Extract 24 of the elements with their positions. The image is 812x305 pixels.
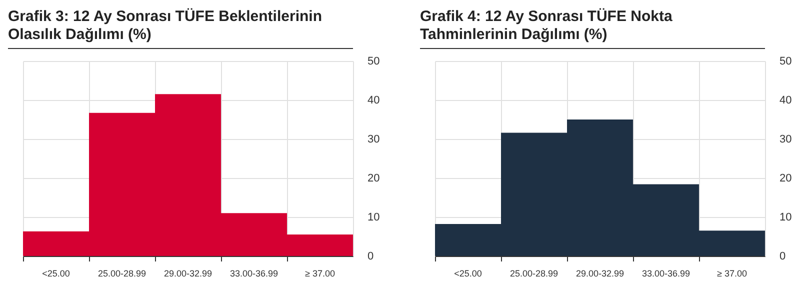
x-tick-label: <25.00 xyxy=(454,268,482,278)
x-tick-label: 33.00-36.99 xyxy=(642,268,690,278)
y-tick-label: 20 xyxy=(368,172,380,184)
x-tick-label: 25.00-28.99 xyxy=(510,268,558,278)
x-tick-label: 25.00-28.99 xyxy=(98,268,146,278)
y-tick-label: 50 xyxy=(368,56,380,68)
y-tick-label: 30 xyxy=(780,134,792,146)
y-tick-label: 40 xyxy=(780,94,792,106)
x-tick-label: 29.00-32.99 xyxy=(164,268,212,278)
chart-title: Grafik 4: 12 Ay Sonrası TÜFE Nokta Tahminlerinin Dağılımı (%) xyxy=(420,8,765,49)
x-tick-label: ≥ 37.00 xyxy=(717,268,747,278)
y-tick-label: 10 xyxy=(780,212,792,224)
x-tick-label: 33.00-36.99 xyxy=(230,268,278,278)
y-tick-label: 50 xyxy=(780,56,792,68)
x-tick-label: 29.00-32.99 xyxy=(576,268,624,278)
x-tick-label: <25.00 xyxy=(42,268,70,278)
y-tick-label: 30 xyxy=(368,134,380,146)
y-tick-label: 40 xyxy=(368,94,380,106)
y-tick-label: 20 xyxy=(780,172,792,184)
y-tick-label: 0 xyxy=(780,250,786,262)
y-tick-label: 0 xyxy=(368,250,374,262)
chart-title: Grafik 3: 12 Ay Sonrası TÜFE Beklentilerinin Olasılık Dağılımı (%) xyxy=(8,8,353,49)
x-tick-label: ≥ 37.00 xyxy=(305,268,335,278)
y-tick-label: 10 xyxy=(368,212,380,224)
